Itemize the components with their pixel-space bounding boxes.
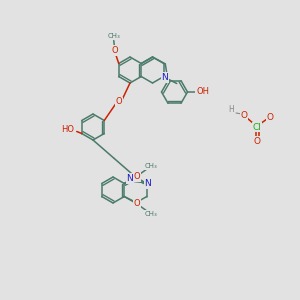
Text: O: O	[241, 110, 248, 119]
Text: CH₃: CH₃	[107, 34, 120, 40]
Text: OH: OH	[196, 88, 209, 97]
Text: H: H	[228, 106, 234, 115]
Text: CH₃: CH₃	[145, 211, 158, 217]
Text: N: N	[161, 73, 168, 82]
Text: O: O	[134, 172, 141, 181]
Text: O: O	[111, 46, 118, 55]
Text: Cl: Cl	[253, 122, 261, 131]
Text: N: N	[144, 179, 151, 188]
Text: CH₃: CH₃	[145, 164, 158, 169]
Text: O: O	[266, 112, 274, 122]
Text: O: O	[254, 136, 260, 146]
Text: O: O	[116, 97, 122, 106]
Text: O: O	[134, 199, 141, 208]
Text: N: N	[126, 174, 133, 183]
Text: HO: HO	[61, 125, 74, 134]
